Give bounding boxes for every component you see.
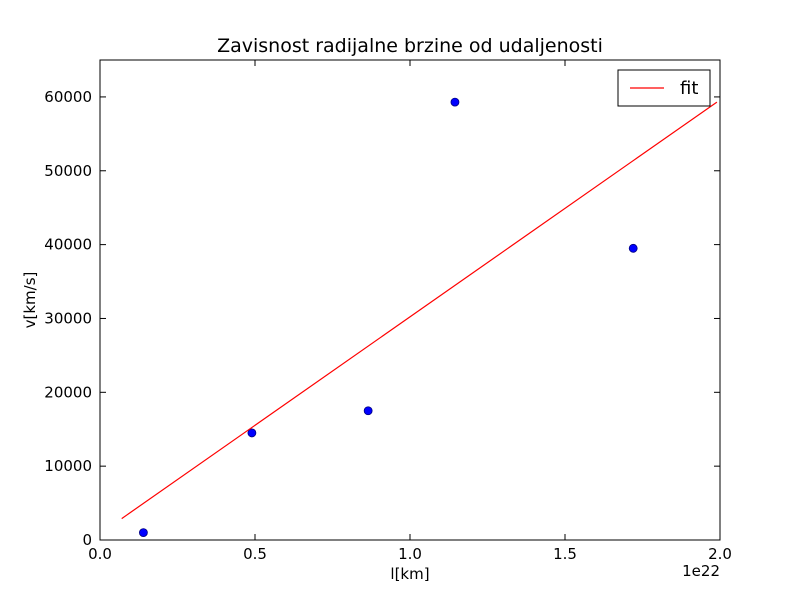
- y-tick-label: 50000: [44, 162, 92, 180]
- y-tick-label: 20000: [44, 383, 92, 401]
- y-tick-label: 60000: [44, 88, 92, 106]
- data-point: [247, 428, 257, 438]
- y-tick-label: 40000: [44, 236, 92, 254]
- y-tick-label: 10000: [44, 457, 92, 475]
- data-layer: [121, 97, 718, 538]
- x-tick-label: 1.5: [553, 545, 577, 563]
- x-tick-label: 0.0: [88, 545, 112, 563]
- x-tick-label: 0.5: [243, 545, 267, 563]
- data-point: [138, 528, 148, 538]
- x-tick-label: 1.0: [398, 545, 422, 563]
- fit-line: [121, 101, 718, 520]
- x-axis-label: l[km]: [390, 565, 430, 583]
- y-tick-label: 0: [82, 531, 92, 549]
- legend-label: fit: [680, 78, 698, 99]
- data-point: [450, 97, 460, 107]
- ticks-layer: 0.0 0.5 1.0 1.5 2.0 0 10000 20000 30000 40000 5000…: [44, 60, 732, 563]
- data-point: [363, 406, 373, 416]
- plot-frame: [99, 59, 721, 541]
- y-axis-label: v[km/s]: [21, 271, 39, 329]
- chart-title: Zavisnost radijalne brzine od udaljenost…: [217, 35, 603, 57]
- x-axis-offset-label: 1e22: [682, 562, 720, 580]
- y-tick-label: 30000: [44, 309, 92, 327]
- data-point: [628, 243, 638, 253]
- legend: fit: [617, 69, 711, 107]
- x-tick-label: 2.0: [708, 545, 732, 563]
